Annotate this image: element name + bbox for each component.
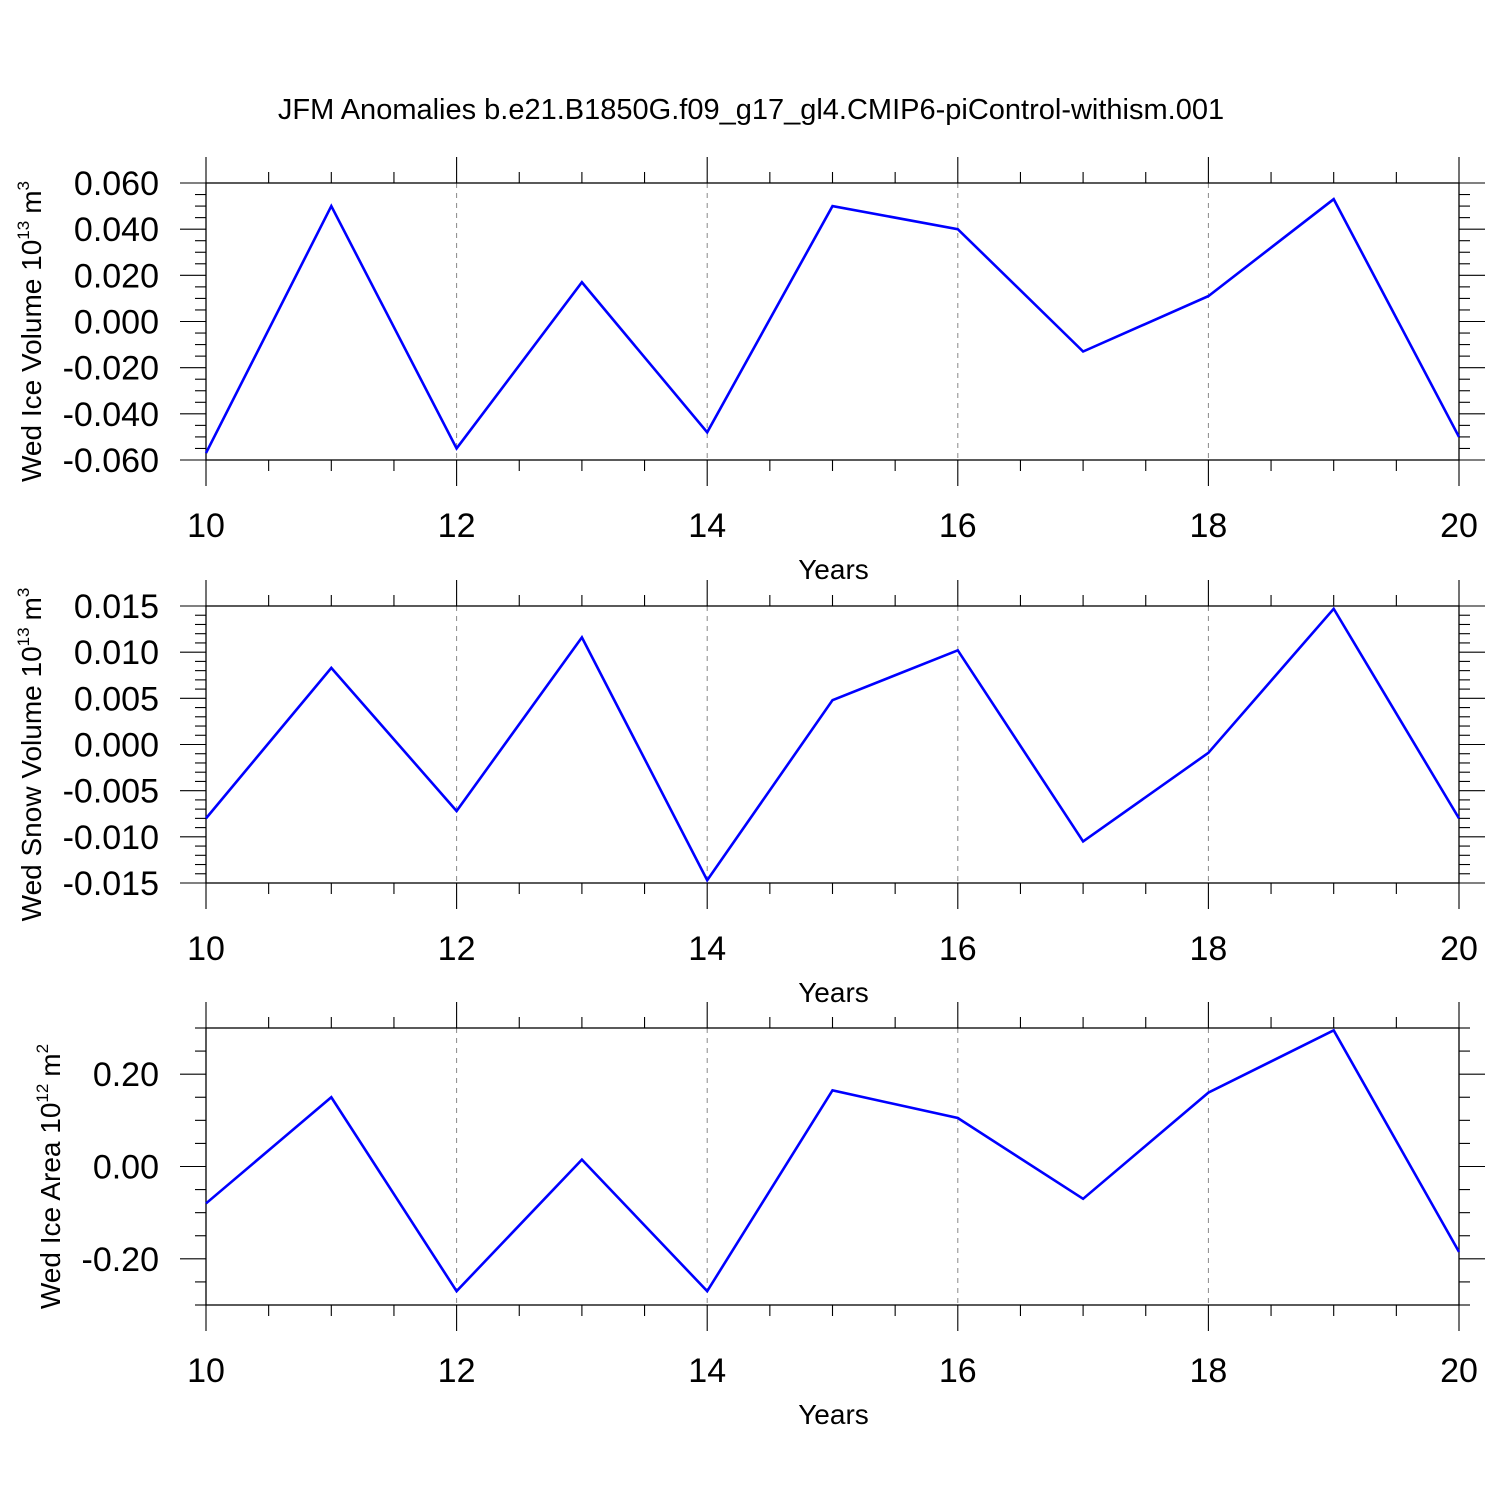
y-axis-label-unit: m (16, 190, 47, 213)
y-axis-label-main: Wed Snow Volume 10 (16, 646, 47, 921)
x-tick-label: 18 (1189, 930, 1227, 968)
panel-1: -0.060 -0.040 -0.020 0.000 0.020 0.040 0.060 10… (14, 157, 1485, 585)
x-tick-label: 20 (1440, 507, 1478, 545)
data-point (956, 227, 960, 231)
data-point (1206, 294, 1210, 298)
x-tick-label: 10 (187, 507, 225, 545)
x-tick-label: 16 (939, 930, 977, 968)
y-tick-label: 0.000 (74, 727, 159, 765)
data-point (329, 204, 333, 208)
y-tick-label: 0.020 (74, 257, 159, 295)
data-point (204, 1201, 208, 1205)
data-point (1206, 751, 1210, 755)
x-axis-label: Years (798, 1399, 869, 1430)
data-point (1332, 607, 1336, 611)
data-point (580, 1158, 584, 1162)
y-axis-label-unit-exponent: 3 (14, 588, 33, 597)
data-point (1081, 350, 1085, 354)
y-axis-label-unit-exponent: 2 (33, 1044, 52, 1053)
x-tick-label: 12 (438, 1352, 476, 1390)
plot-frame (205, 605, 1460, 884)
data-point (1457, 435, 1461, 439)
data-point (580, 635, 584, 639)
y-tick-label: -0.005 (63, 773, 159, 811)
data-point (956, 648, 960, 652)
y-tick-label: -0.020 (63, 350, 159, 388)
x-axis-label: Years (798, 977, 869, 1008)
series-line (204, 197, 1461, 454)
data-point (1081, 839, 1085, 843)
plot-frame (205, 182, 1460, 461)
y-tick-label: 0.010 (74, 634, 159, 672)
data-point (204, 816, 208, 820)
x-tick-label: 10 (187, 1352, 225, 1390)
y-axis-label: Wed Snow Volume 1013 m3 (14, 588, 47, 922)
data-point (1457, 816, 1461, 820)
y-tick-label: 0.060 (74, 165, 159, 203)
x-tick-label: 14 (688, 930, 726, 968)
y-axis-label-exponent: 13 (14, 221, 33, 240)
y-tick-label: -0.20 (82, 1241, 160, 1279)
data-point (956, 1116, 960, 1120)
plot-frame (205, 1027, 1460, 1306)
y-tick-label: -0.040 (63, 396, 159, 434)
series-line (205, 606, 1461, 883)
data-point (1457, 1250, 1461, 1254)
panel-3: -0.20 0.00 0.20 10 12 14 16 18 20 Years Wed Ice Ar… (33, 1002, 1485, 1430)
data-point (1081, 1197, 1085, 1201)
y-axis-label: Wed Ice Area 1012 m2 (33, 1044, 66, 1309)
y-tick-label: 0.20 (93, 1056, 159, 1094)
data-point (705, 878, 709, 882)
panel-2: -0.015 -0.010 -0.005 0.000 0.005 0.010 0.015 10… (14, 580, 1485, 1008)
data-point (455, 446, 459, 450)
y-tick-label: 0.040 (74, 211, 159, 249)
data-point (329, 666, 333, 670)
data-point (580, 280, 584, 284)
y-tick-label: 0.005 (74, 680, 159, 718)
data-point (1332, 1028, 1336, 1032)
x-tick-label: 18 (1189, 1352, 1227, 1390)
y-tick-label: -0.010 (63, 819, 159, 857)
x-tick-label: 12 (438, 507, 476, 545)
x-tick-label: 18 (1189, 507, 1227, 545)
data-point (831, 1088, 835, 1092)
x-tick-label: 10 (187, 930, 225, 968)
y-axis-label-main: Wed Ice Area 10 (35, 1103, 66, 1310)
y-tick-label: 0.015 (74, 588, 159, 626)
x-tick-label: 12 (438, 930, 476, 968)
x-tick-label: 16 (939, 1352, 977, 1390)
x-tick-label: 16 (939, 507, 977, 545)
x-tick-label: 20 (1440, 1352, 1478, 1390)
figure-title: JFM Anomalies b.e21.B1850G.f09_g17_gl4.C… (278, 94, 1224, 126)
y-axis-label-main: Wed Ice Volume 10 (16, 240, 47, 482)
data-point (455, 809, 459, 813)
x-tick-label: 14 (688, 1352, 726, 1390)
data-point (705, 1289, 709, 1293)
y-axis-label: Wed Ice Volume 1013 m3 (14, 181, 47, 482)
y-axis-label-unit: m (16, 597, 47, 620)
y-axis-label-exponent: 12 (33, 1084, 52, 1103)
data-point (831, 698, 835, 702)
y-tick-label: 0.000 (74, 304, 159, 342)
data-point (204, 451, 208, 455)
x-axis-label: Years (798, 554, 869, 585)
series-line (205, 1028, 1461, 1294)
data-point (831, 204, 835, 208)
y-tick-label: -0.060 (63, 442, 159, 480)
data-point (455, 1289, 459, 1293)
y-axis-label-unit-exponent: 3 (14, 181, 33, 190)
y-tick-label: -0.015 (63, 865, 159, 903)
y-axis-label-exponent: 13 (14, 627, 33, 646)
y-tick-label: 0.00 (93, 1149, 159, 1187)
x-tick-label: 20 (1440, 930, 1478, 968)
data-point (1332, 197, 1336, 201)
y-axis-label-unit: m (35, 1053, 66, 1076)
data-point (329, 1095, 333, 1099)
data-point (1206, 1091, 1210, 1095)
x-tick-label: 14 (688, 507, 726, 545)
data-point (705, 430, 709, 434)
